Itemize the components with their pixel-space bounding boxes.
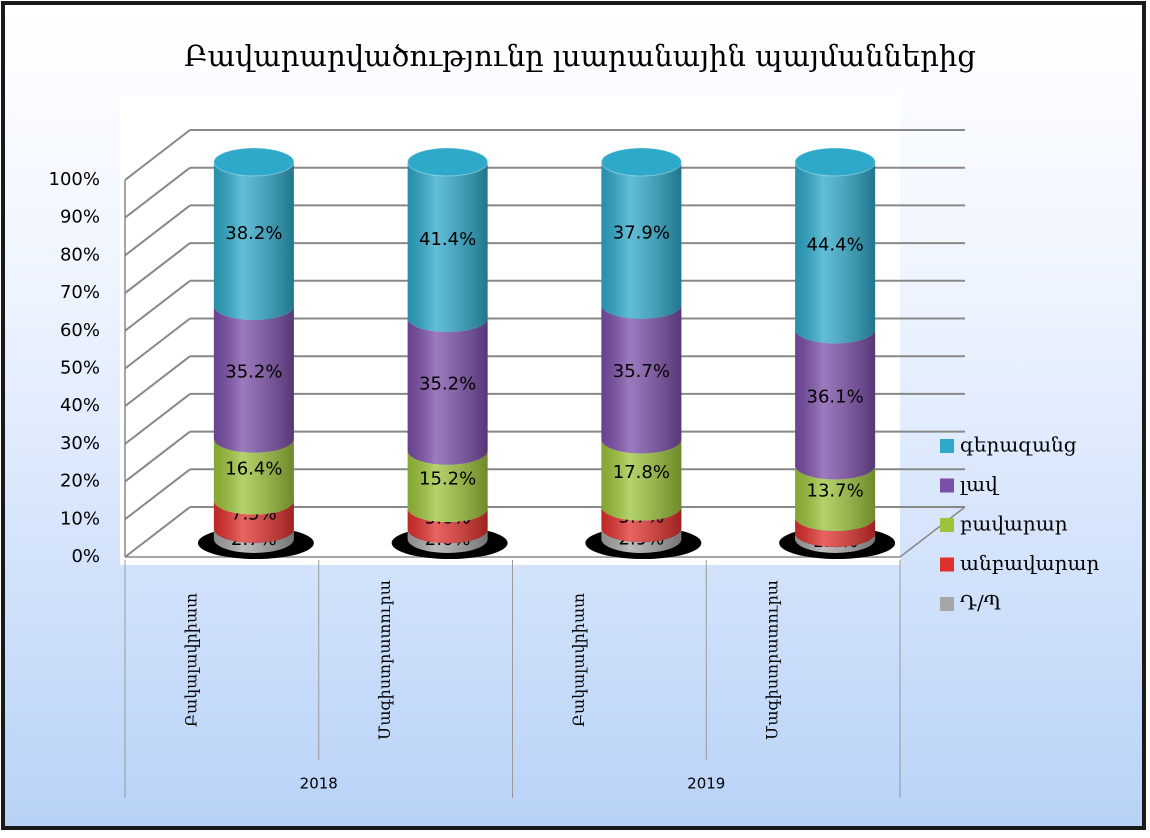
grid-line	[124, 166, 191, 219]
data-label: 17.8%	[613, 462, 670, 483]
bar-shade	[601, 439, 682, 521]
bar-shade	[795, 532, 876, 553]
legend-label: Դ/Պ	[960, 591, 1001, 615]
legend-swatch	[940, 439, 954, 453]
grid-line	[124, 430, 191, 483]
group-label: 2019	[687, 775, 725, 793]
y-tick-label: 30%	[60, 433, 100, 454]
y-tick-label: 20%	[60, 471, 100, 492]
chart-title: Բավարարվածությունը լսարանային պայմանների…	[184, 39, 976, 73]
bar-shade	[213, 162, 294, 321]
legend-label: բավարար	[960, 512, 1068, 536]
y-tick-label: 10%	[60, 508, 100, 529]
x-tick-label: Մագիստրատուրա	[375, 580, 394, 740]
grid-line	[124, 317, 191, 370]
grid-line	[124, 393, 191, 445]
axis	[899, 506, 966, 558]
bar-shade	[407, 162, 488, 333]
bar-top	[213, 147, 295, 177]
grid-line	[124, 506, 191, 558]
bar-shade	[407, 450, 488, 523]
bar-shade	[407, 318, 488, 465]
data-label: 38.2%	[225, 223, 282, 244]
bar-top	[794, 147, 876, 177]
bar-shade	[213, 500, 294, 543]
bar-shade	[795, 465, 876, 532]
data-label: 35.2%	[225, 361, 282, 382]
legend-label: լավ	[960, 472, 1000, 496]
bar-top	[407, 147, 489, 177]
grid-line	[124, 280, 191, 332]
x-tick-label: Բակալավրիատ	[181, 593, 200, 727]
legend-swatch	[940, 597, 954, 611]
legend-label: գերազանց	[960, 433, 1077, 457]
y-tick-label: 0%	[71, 546, 100, 567]
bar-shade	[601, 506, 682, 543]
bar-shade	[601, 304, 682, 454]
data-label: 41.4%	[419, 229, 476, 250]
bar-shade	[213, 438, 294, 515]
bar-shade	[601, 528, 682, 553]
bar-top	[600, 147, 682, 177]
grid-line	[124, 204, 191, 257]
data-label: 35.7%	[613, 361, 670, 382]
y-tick-label: 70%	[60, 282, 100, 303]
y-tick-label: 50%	[60, 358, 100, 379]
bar-shade	[213, 528, 294, 553]
legend-label: անբավարար	[960, 551, 1099, 575]
grid-line	[124, 129, 191, 181]
bar-shade	[795, 329, 876, 480]
data-label: 36.1%	[807, 386, 864, 407]
y-tick-label: 80%	[60, 244, 100, 265]
data-label: 44.4%	[807, 235, 864, 256]
bar-shade	[795, 517, 876, 547]
data-label: 37.9%	[613, 222, 670, 243]
bar-shade	[407, 508, 488, 544]
data-label: 13.7%	[807, 480, 864, 501]
bar-shade	[795, 162, 876, 344]
bar-shade	[601, 162, 682, 319]
data-label: 15.2%	[419, 468, 476, 489]
y-tick-label: 60%	[60, 320, 100, 341]
legend-swatch	[940, 518, 954, 532]
legend-swatch	[940, 557, 954, 572]
grid-line	[124, 242, 191, 294]
y-tick-label: 40%	[60, 395, 100, 416]
grid-line	[124, 468, 191, 521]
grid-line	[124, 355, 191, 407]
x-tick-label: Մագիստրատուրա	[763, 580, 782, 740]
bar-shade	[407, 529, 488, 553]
data-label: 35.2%	[419, 373, 476, 394]
y-tick-label: 90%	[60, 207, 100, 228]
legend-swatch	[940, 478, 954, 493]
group-label: 2018	[300, 775, 338, 793]
bar-shade	[213, 306, 294, 453]
data-label: 16.4%	[225, 459, 282, 480]
y-tick-label: 100%	[49, 169, 100, 190]
x-tick-label: Բակալավրիատ	[569, 593, 588, 727]
